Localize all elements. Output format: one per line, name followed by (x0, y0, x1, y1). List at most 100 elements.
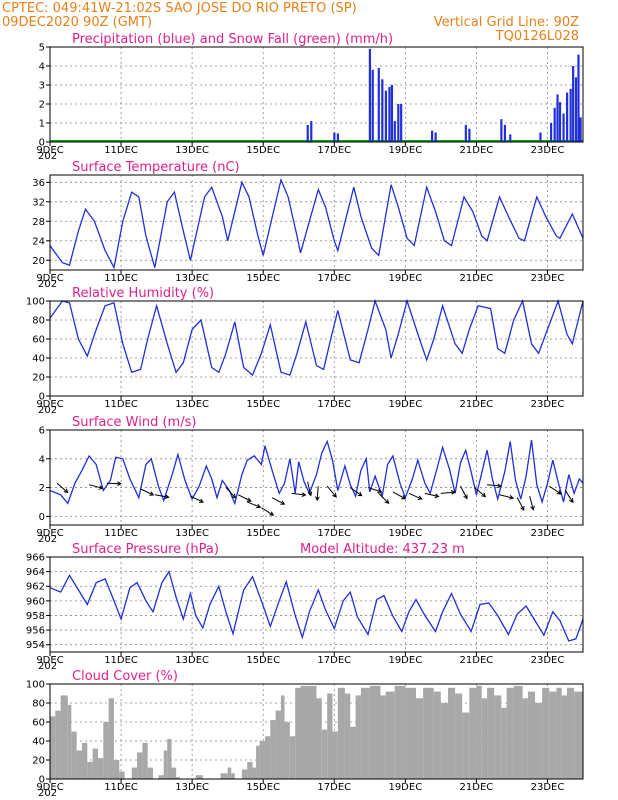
precip-bar (390, 85, 394, 142)
y-tick-label: 36 (32, 178, 45, 189)
cloud-bar (256, 745, 260, 779)
x-tick-label: 23DEC (531, 782, 565, 793)
y-tick-label: 80 (32, 699, 45, 710)
x-tick-label: 23DEC (531, 273, 565, 284)
header-grid-line: Vertical Grid Line: 90Z (434, 15, 579, 30)
wind-arrow-head (301, 492, 307, 497)
precip-bar (509, 134, 512, 142)
cloud-bar (440, 703, 448, 779)
cloud-bar (108, 698, 114, 779)
x-tick-label: 9DEC (36, 782, 63, 793)
x-tick-label: 15DEC (246, 273, 280, 284)
wind-arrow-head (401, 495, 406, 500)
precip-bar (579, 117, 582, 142)
cloud-bar (76, 750, 82, 779)
wind-arrow-head (481, 492, 487, 498)
wind-arrow (440, 490, 456, 495)
x-tick-label: 21DEC (460, 528, 494, 539)
precip-bar (397, 104, 400, 142)
wind-arrow-head (384, 499, 390, 504)
precip-bar (572, 66, 575, 142)
cloud-bar (535, 703, 543, 779)
precip-bar (558, 102, 562, 142)
wind-arrow-shaft (140, 488, 154, 496)
precip-bar (371, 69, 374, 142)
cloud-bar (360, 687, 370, 779)
panel-precip: 9DEC 11DEC 13DEC 15DEC 17DEC 19DEC 21DEC 23DEC 2… (36, 32, 584, 162)
wind-arrow (326, 485, 337, 498)
x-year-stub: 202 (38, 405, 57, 416)
x-tick-label: 13DEC (175, 655, 209, 666)
x-tick-label: 13DEC (175, 273, 209, 284)
wind-arrow-head (117, 481, 122, 486)
x-tick-label: 15DEC (246, 145, 280, 156)
cloud-bar (87, 761, 93, 779)
cloud-bar (92, 748, 98, 779)
wind-arrow-shaft (474, 487, 486, 497)
wind-arrow-head (63, 488, 69, 494)
cloud-bar (380, 695, 386, 779)
cloud-bar (522, 698, 528, 779)
wind-arrow-head (569, 498, 574, 504)
cloud-bar (549, 691, 557, 779)
x-tick-label: 19DEC (388, 273, 422, 284)
x-tick-label: 21DEC (460, 399, 494, 410)
x-tick-label: 23DEC (531, 145, 565, 156)
wind-arrow (106, 481, 122, 486)
x-tick-label: 19DEC (388, 782, 422, 793)
cloud-bar (113, 760, 120, 779)
panel-rh: 9DEC 11DEC 13DEC 15DEC 17DEC 19DEC 21DEC 23DEC 2… (26, 286, 584, 416)
wind-arrow-shaft (307, 481, 312, 496)
cloud-bar (355, 695, 361, 779)
y-tick-label: 60 (32, 335, 45, 346)
cloud-bar (369, 685, 381, 779)
y-tick-label: 0 (39, 138, 45, 149)
cloud-bar (574, 691, 583, 779)
wind-arrow (459, 485, 468, 500)
wind-arrow-shaft (291, 492, 306, 496)
cloud-bar (142, 742, 148, 779)
wind-arrow (392, 491, 406, 500)
y-tick-label: 954 (26, 640, 45, 651)
cloud-bar (67, 704, 72, 779)
cloud-bar (158, 775, 164, 779)
wind-arrow-head (509, 495, 515, 500)
panel-title: Surface Wind (m/s) (72, 415, 196, 430)
wind-arrow-shaft (225, 487, 236, 499)
cloud-bar (350, 726, 356, 779)
cloud-bar (167, 739, 172, 779)
wind-arrow-head (463, 494, 468, 500)
x-tick-label: 19DEC (388, 399, 422, 410)
y-tick-label: 100 (26, 297, 45, 308)
wind-arrow-shaft (56, 482, 69, 493)
wind-arrow (271, 497, 286, 505)
cloud-bar (300, 685, 317, 779)
wind-arrow-shaft (564, 490, 574, 503)
cloud-bar (501, 707, 507, 779)
y-tick-label: 960 (26, 596, 45, 607)
cloud-bar (321, 729, 328, 779)
x-tick-label: 17DEC (317, 399, 351, 410)
panel-wind: 9DEC 11DEC 13DEC 15DEC 17DEC 19DEC 21DEC 23DEC 2… (36, 415, 584, 545)
cloud-bar (405, 687, 416, 779)
wind-arrow-head (246, 497, 252, 502)
y-tick-label: 20 (32, 256, 45, 267)
wind-arrow (548, 485, 562, 495)
plot-frame (49, 174, 584, 271)
y-tick-label: 3 (39, 81, 45, 92)
precip-bar (306, 124, 309, 142)
cloud-bar (327, 693, 333, 779)
x-tick-label: 9DEC (36, 528, 63, 539)
x-year-stub: 202 (38, 151, 57, 162)
y-tick-label: 0 (39, 392, 45, 403)
cloud-bar (316, 698, 322, 779)
x-tick-label: 17DEC (317, 273, 351, 284)
cloud-bar (97, 758, 104, 779)
wind-arrow-shaft (261, 507, 274, 516)
precip-bar (500, 119, 503, 142)
cloud-bar (247, 761, 253, 779)
wind-arrow-shaft (271, 497, 285, 505)
x-tick-label: 9DEC (36, 655, 63, 666)
x-tick-label: 17DEC (317, 145, 351, 156)
cloud-bar (264, 736, 271, 779)
